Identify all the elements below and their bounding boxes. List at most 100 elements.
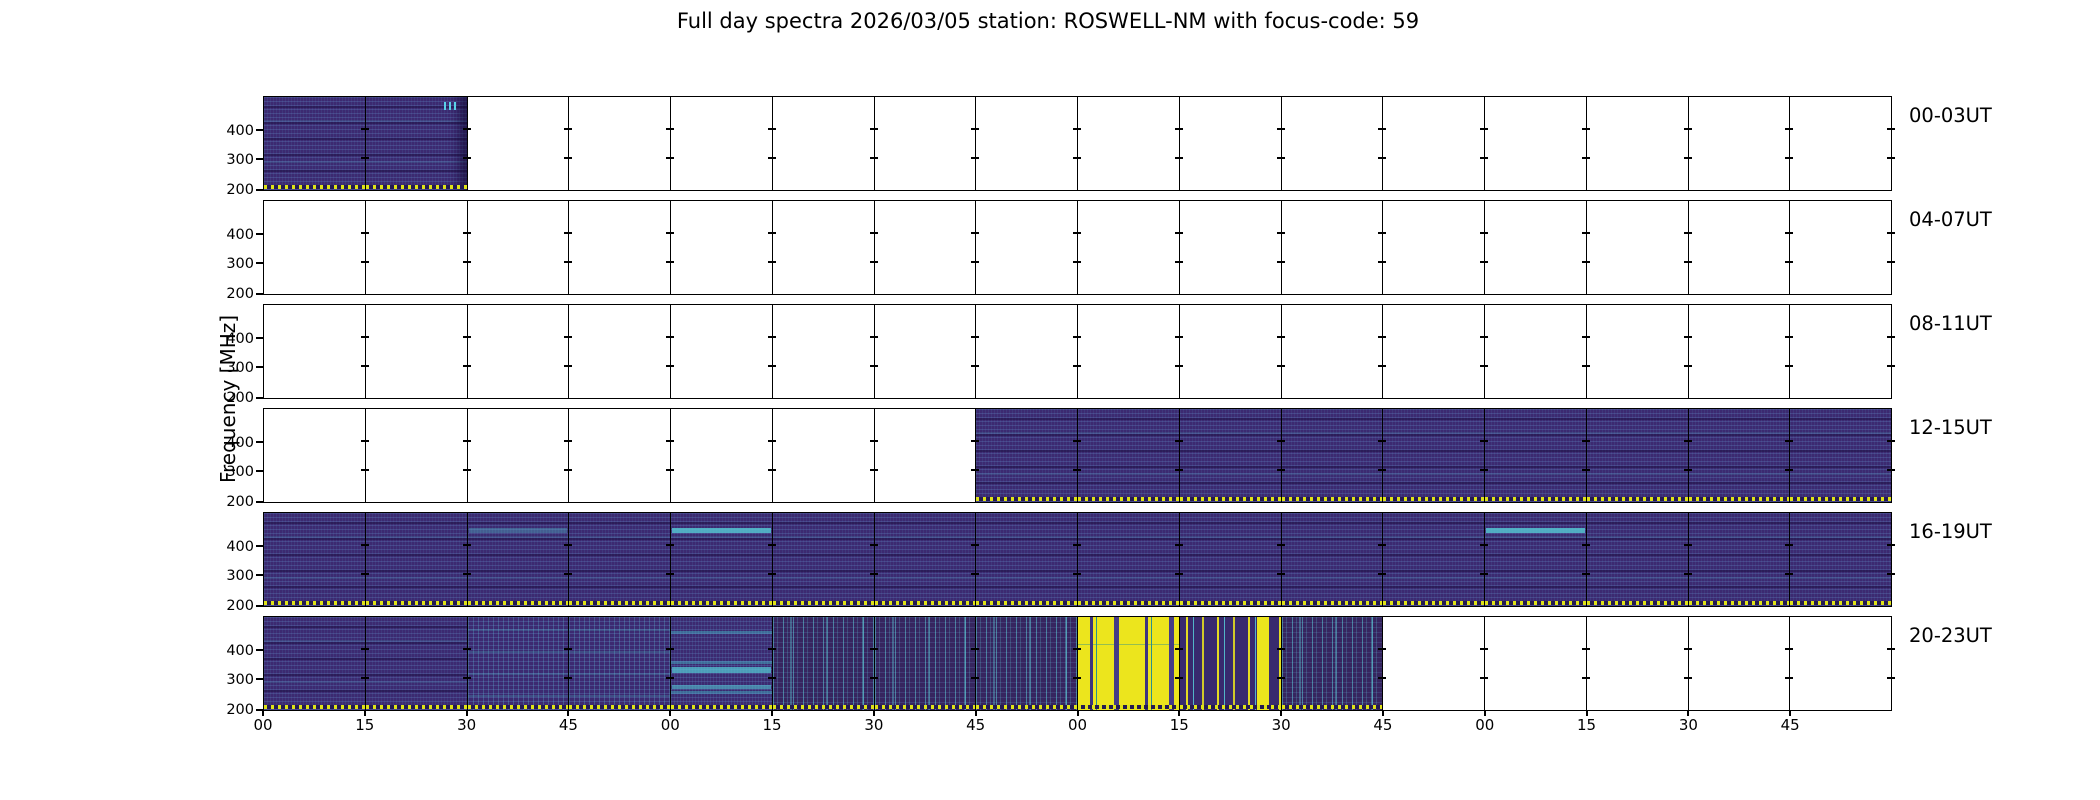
y-tick-mark <box>256 441 263 443</box>
spectra-cell <box>1485 409 1590 502</box>
y-tick-label: 300 <box>226 360 254 376</box>
spectra-cell <box>365 97 471 190</box>
spectra-cell <box>1281 617 1387 710</box>
panel-tick <box>360 544 369 546</box>
panel-tick <box>1480 232 1488 234</box>
cyan-band <box>672 528 771 533</box>
panel-tick <box>1887 261 1895 263</box>
panel-tick <box>1683 544 1692 546</box>
panel-tick <box>1785 232 1794 234</box>
spectra-cell <box>671 201 776 294</box>
row-label: 04-07UT <box>1909 208 1992 231</box>
spectra-cell <box>1586 513 1692 606</box>
spectra-cell <box>1383 201 1488 294</box>
x-tick-mark <box>1381 711 1384 716</box>
x-tick-label: 30 <box>1271 716 1291 734</box>
panel-tick <box>1581 336 1590 338</box>
panel-tick <box>1174 336 1183 338</box>
panel-tick <box>1887 440 1895 442</box>
spectra-cell <box>874 513 980 606</box>
panel-tick <box>869 440 878 442</box>
panel-tick <box>1378 157 1387 159</box>
y-tick-label: 300 <box>226 152 254 168</box>
panel-tick <box>1174 440 1183 442</box>
panel-tick <box>564 232 573 234</box>
spectra-cell <box>264 201 369 294</box>
panel-tick <box>869 573 878 575</box>
panel-tick <box>360 261 369 263</box>
panel-tick <box>767 573 776 575</box>
panel-tick <box>1887 648 1895 650</box>
panel-tick <box>869 157 878 159</box>
panel-tick <box>564 544 573 546</box>
y-tick-label: 400 <box>226 643 254 659</box>
x-tick-mark <box>771 711 774 716</box>
panel-tick <box>462 128 471 130</box>
panel-tick <box>1785 573 1794 575</box>
spectra-cell <box>569 201 674 294</box>
spectra-cell <box>1586 97 1692 190</box>
spectra-cell <box>569 513 674 606</box>
panel-tick <box>564 365 573 367</box>
cyan-band <box>672 667 771 673</box>
panel-tick <box>1174 157 1183 159</box>
panel-tick <box>462 336 471 338</box>
y-tick-label: 200 <box>226 494 254 510</box>
panel-tick <box>1276 544 1285 546</box>
panel-tick <box>1581 157 1590 159</box>
panel-tick <box>1785 677 1794 679</box>
panel-tick <box>971 469 980 471</box>
x-tick-label: 00 <box>1067 716 1088 734</box>
panel-tick <box>1785 648 1794 650</box>
y-tick-label: 200 <box>226 390 254 406</box>
spectra-cell <box>772 201 878 294</box>
spectra-cell <box>264 97 369 190</box>
x-tick-mark <box>1280 711 1283 716</box>
x-axis: 00 15 30 45 00 15 30 45 00 15 30 45 00 15 30 45 <box>253 711 1892 745</box>
panel-tick <box>767 469 776 471</box>
spectra-cell <box>671 513 776 606</box>
spectra-cell <box>1688 409 1794 502</box>
panel-tick <box>360 128 369 130</box>
panel-tick <box>1887 365 1895 367</box>
spectra-cell <box>1688 305 1794 398</box>
x-tick-mark <box>669 711 672 716</box>
panel-tick <box>1480 440 1488 442</box>
panel-tick <box>1480 336 1488 338</box>
panel-tick <box>360 648 369 650</box>
panel-tick <box>1378 573 1387 575</box>
panel-tick <box>1683 648 1692 650</box>
x-tick-label: 00 <box>1475 716 1495 734</box>
spectra-cell <box>671 617 776 710</box>
panel-tick <box>360 573 369 575</box>
y-tick-label: 300 <box>226 672 254 688</box>
x-tick-label: 45 <box>558 716 578 734</box>
panel-tick <box>767 232 776 234</box>
x-tick-mark <box>465 711 468 716</box>
panel-tick <box>1480 261 1488 263</box>
panel-cells <box>264 305 1895 398</box>
spectra-cell <box>1485 97 1590 190</box>
spectra-cell <box>1586 409 1692 502</box>
panel-tick <box>1887 128 1895 130</box>
y-tick-label: 400 <box>226 435 254 451</box>
panel-tick <box>1073 157 1081 159</box>
spectra-cell <box>874 97 980 190</box>
spectra-cell <box>874 201 980 294</box>
spectra-cell <box>1179 617 1285 710</box>
panel-tick <box>971 440 980 442</box>
row-label: 20-23UT <box>1909 624 1992 647</box>
spectra-cell <box>1790 409 1895 502</box>
spectra-cell <box>772 409 878 502</box>
panel-tick <box>462 648 471 650</box>
spectra-cell <box>1790 97 1895 190</box>
x-tick-label: 45 <box>966 716 986 734</box>
spectra-cell <box>365 201 471 294</box>
cyan-band <box>468 528 568 533</box>
panel-tick <box>1887 232 1895 234</box>
panel-tick <box>564 648 573 650</box>
panel-cells <box>264 97 1895 190</box>
x-tick-label: 45 <box>1373 716 1393 734</box>
panel-tick <box>767 544 776 546</box>
panel-tick <box>971 336 980 338</box>
